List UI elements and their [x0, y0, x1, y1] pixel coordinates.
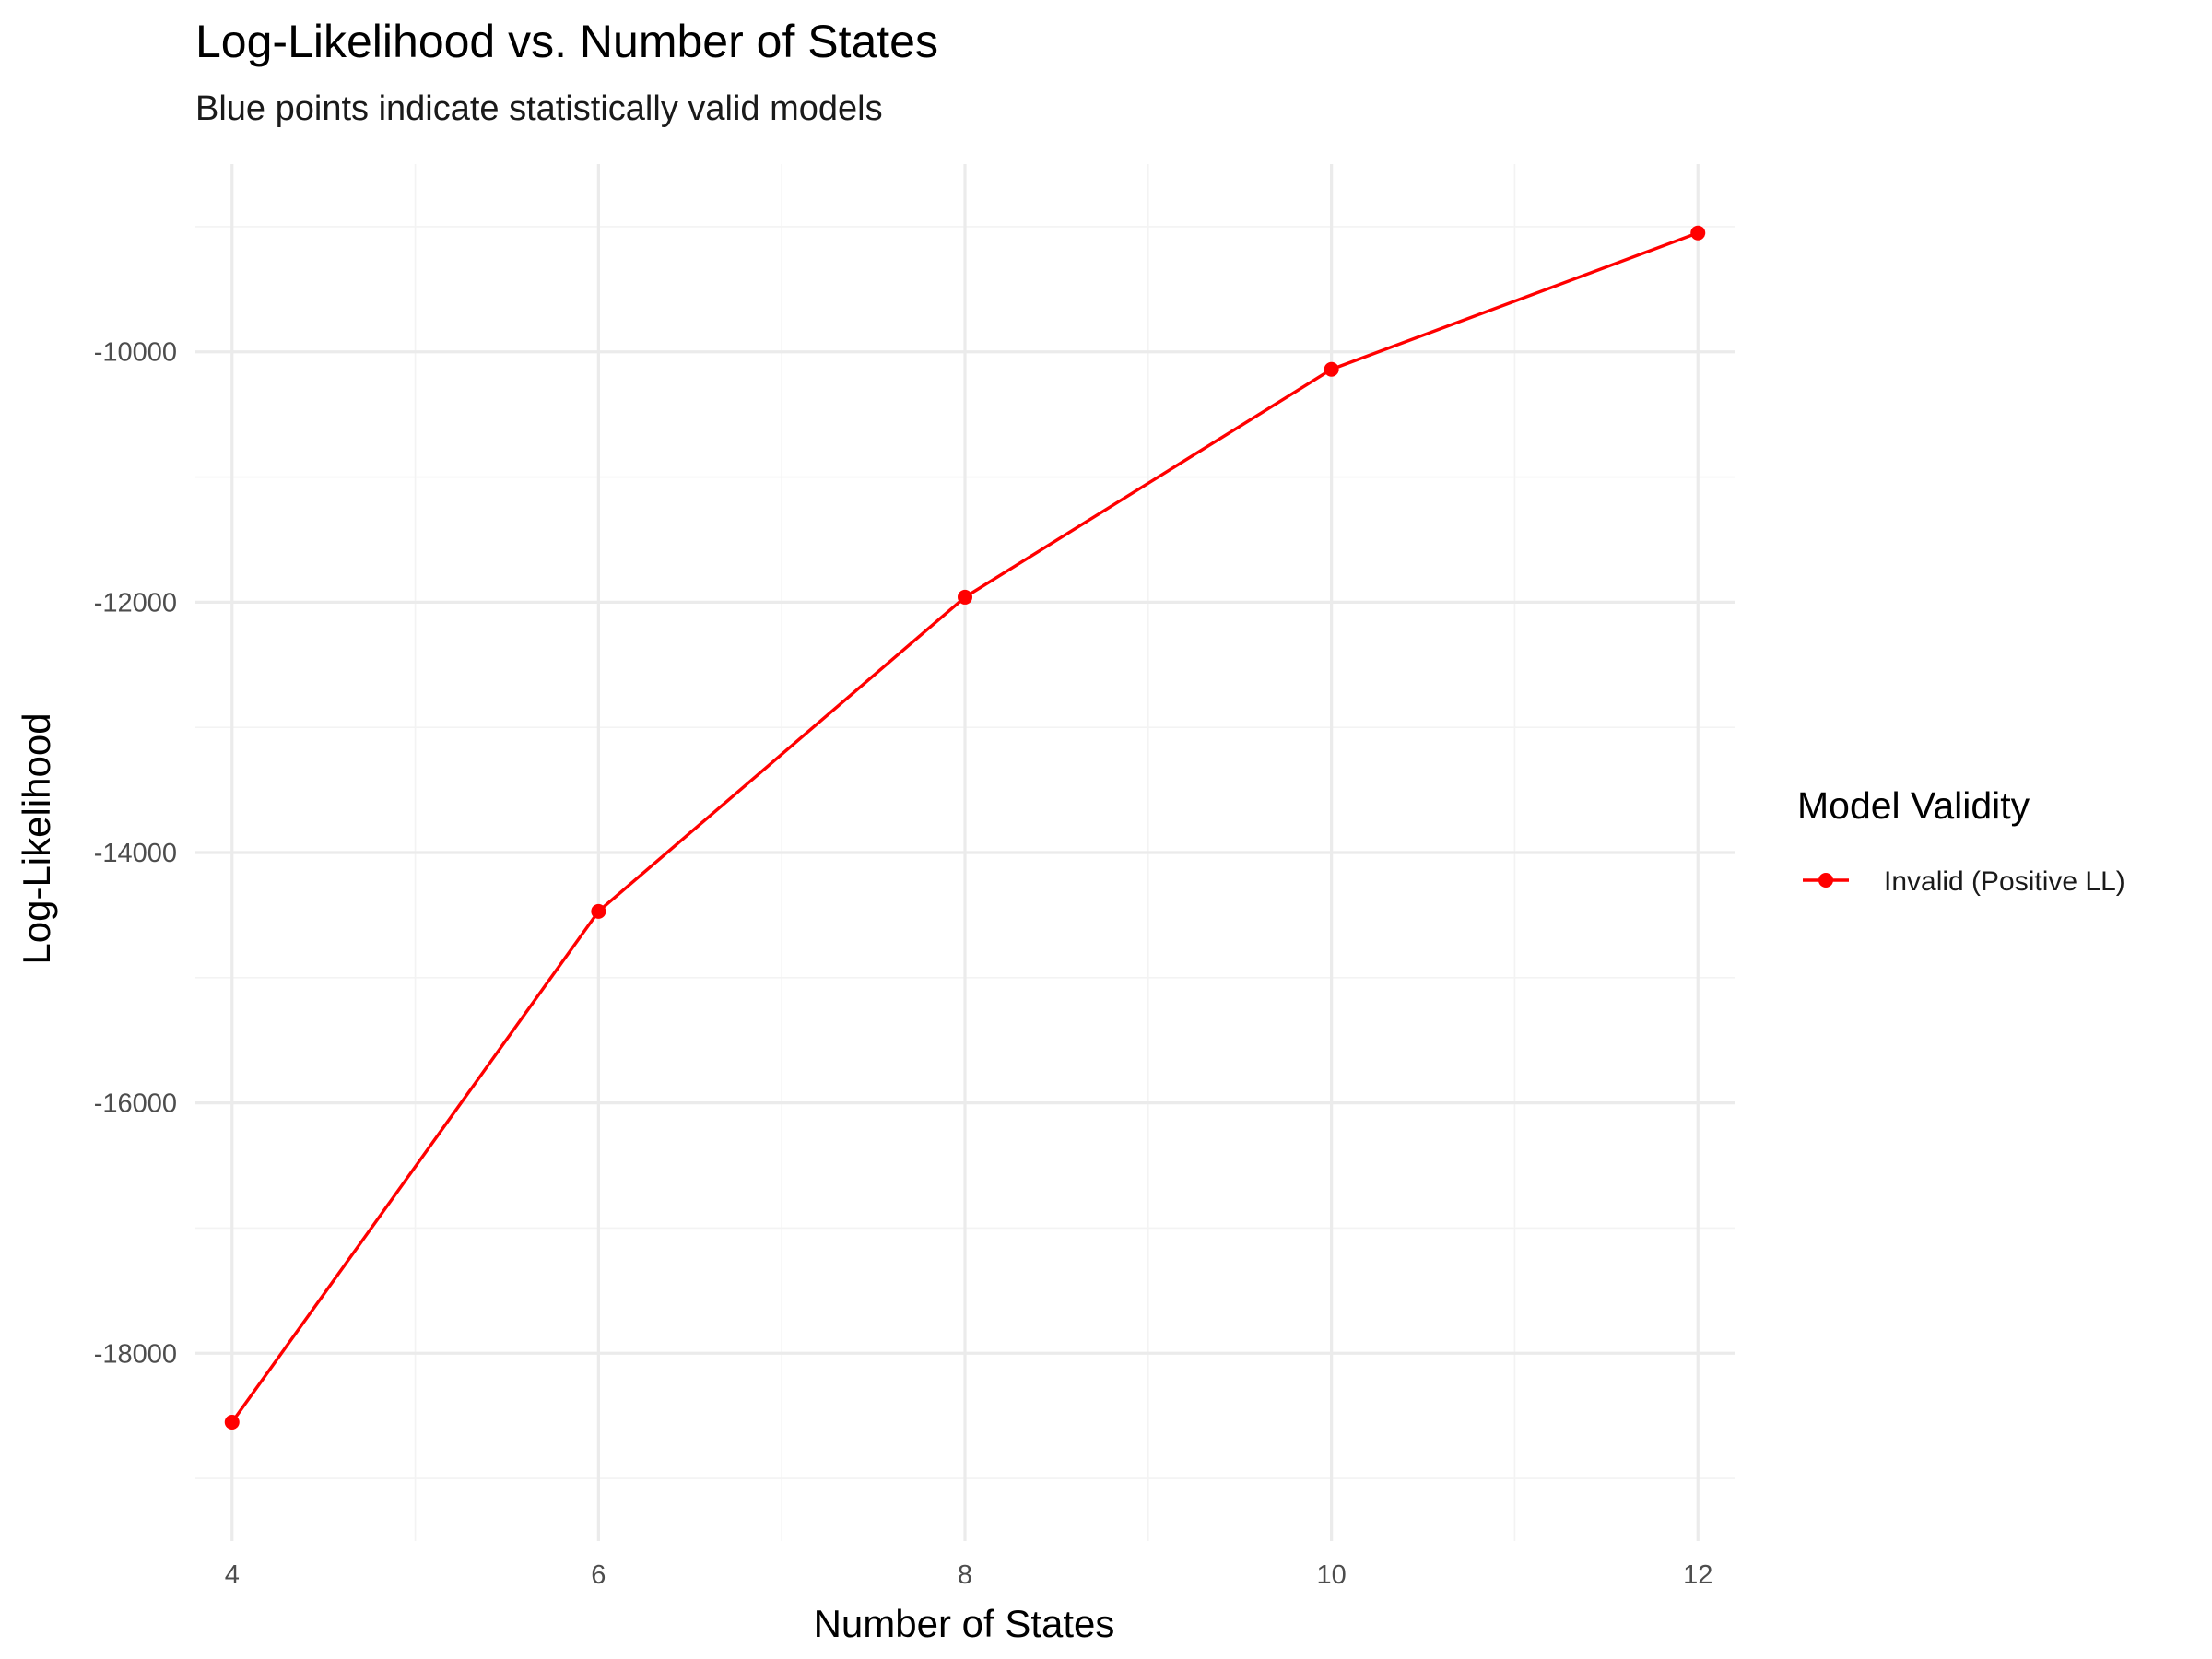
y-tick-label: -10000	[94, 338, 177, 368]
legend: Model Validity Invalid (Positive LL)	[1797, 784, 2125, 897]
legend-key-point	[1818, 873, 1833, 888]
y-tick-label: -14000	[94, 839, 177, 868]
x-axis-title: Number of States	[814, 1602, 1115, 1645]
axis-layer: 4 6 8 10 12 -18000 -16000 -14000 -12000 -10000	[94, 338, 1713, 1590]
y-axis-title: Log-Likelihood	[15, 712, 58, 964]
data-point	[591, 903, 606, 919]
data-point	[958, 589, 972, 605]
legend-label: Invalid (Positive LL)	[1884, 866, 2125, 897]
data-point	[1324, 361, 1339, 377]
x-tick-label: 8	[958, 1560, 972, 1590]
chart-subtitle: Blue points indicate statistically valid…	[195, 89, 883, 128]
data-point	[224, 1414, 240, 1430]
x-tick-label: 12	[1683, 1560, 1712, 1590]
x-tick-label: 6	[591, 1560, 606, 1590]
y-tick-label: -16000	[94, 1089, 177, 1119]
series-layer	[224, 225, 1706, 1430]
legend-title: Model Validity	[1797, 784, 2030, 827]
data-point	[1690, 225, 1706, 241]
chart-title: Log-Likelihood vs. Number of States	[195, 16, 938, 67]
legend-items: Invalid (Positive LL)	[1803, 866, 2125, 897]
x-tick-label: 4	[225, 1560, 240, 1590]
y-tick-label: -18000	[94, 1339, 177, 1369]
y-tick-label: -12000	[94, 588, 177, 618]
grid-layer	[195, 164, 1735, 1541]
x-tick-label: 10	[1316, 1560, 1346, 1590]
